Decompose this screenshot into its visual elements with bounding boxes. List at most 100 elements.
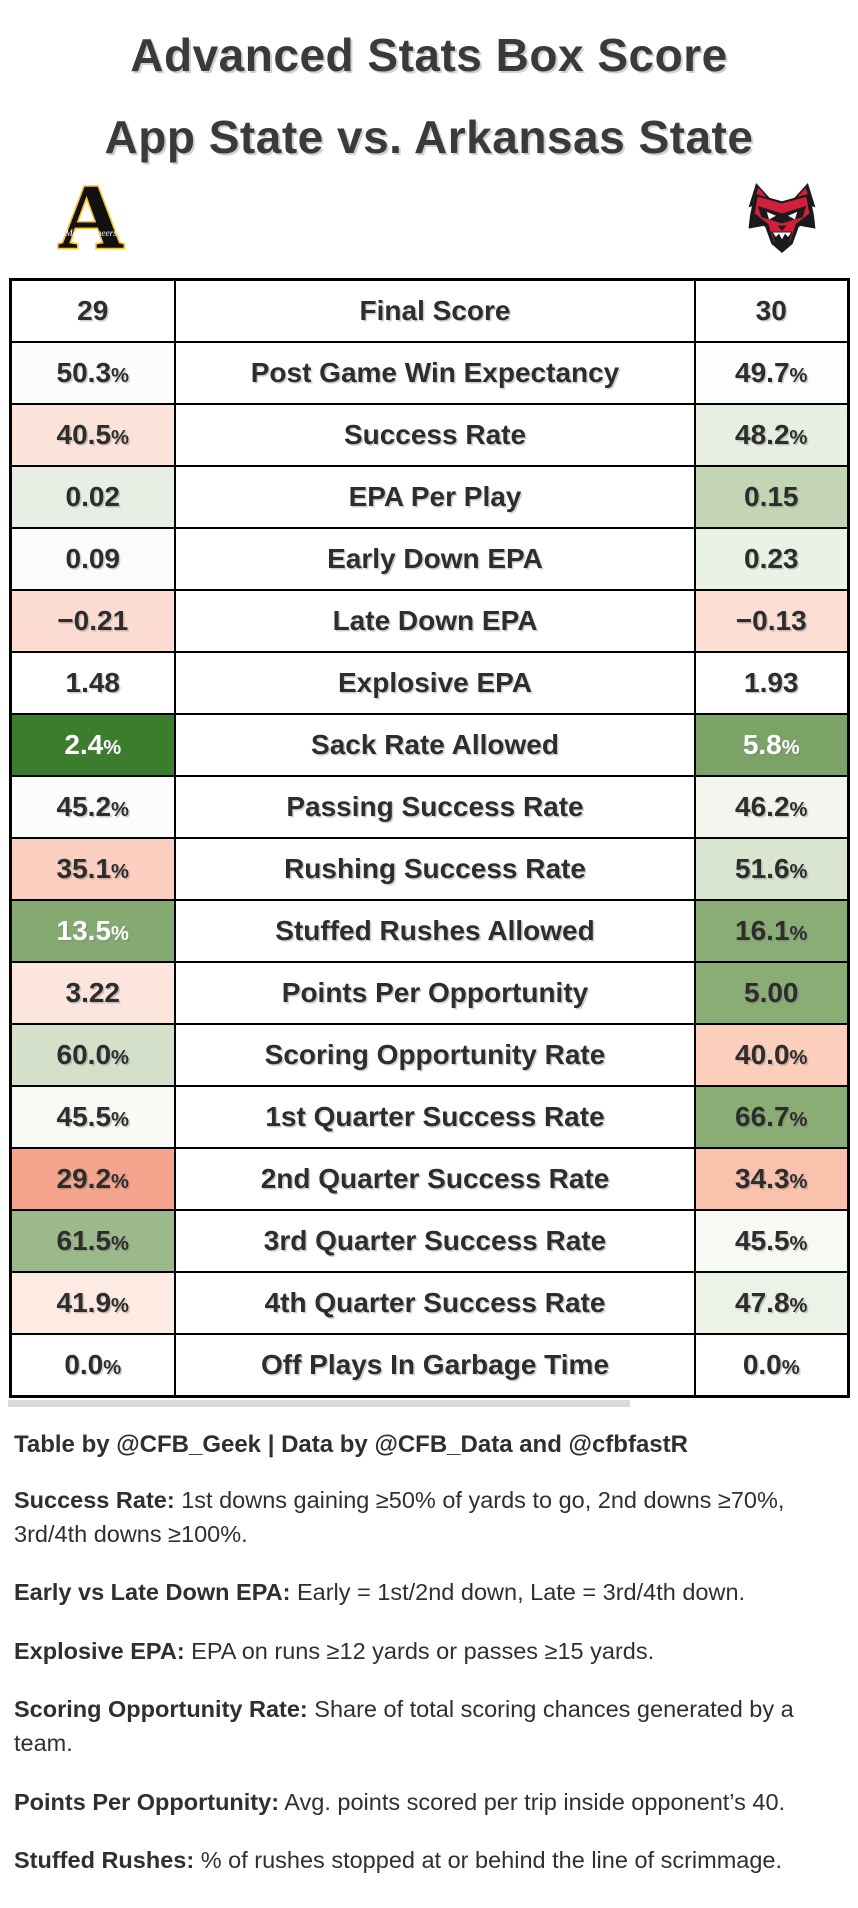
title-block: Advanced Stats Box Score App State vs. A… <box>0 0 858 160</box>
away-value: 0.15 <box>694 465 849 529</box>
team-logos-row: A Mountaineers <box>0 160 858 262</box>
away-value: 16.1% <box>694 899 849 963</box>
away-value: 47.8% <box>694 1271 849 1335</box>
page-title-line2: App State vs. Arkansas State <box>104 111 754 163</box>
footnote-scoring-opportunity: Scoring Opportunity Rate: Share of total… <box>14 1693 822 1760</box>
metric-label: Scoring Opportunity Rate <box>174 1023 696 1087</box>
arkansas-state-red-wolves-logo <box>748 183 816 253</box>
home-value: 29.2% <box>9 1147 176 1211</box>
metric-label: Sack Rate Allowed <box>174 713 696 777</box>
table-row: 0.02 EPA Per Play 0.15 <box>9 465 849 529</box>
table-row: 40.5% Success Rate 48.2% <box>9 403 849 467</box>
metric-label: Passing Success Rate <box>174 775 696 839</box>
home-value: 45.2% <box>9 775 176 839</box>
footnote-text: Avg. points scored per trip inside oppon… <box>279 1788 786 1815</box>
table-row: 3.22 Points Per Opportunity 5.00 <box>9 961 849 1025</box>
away-value: 66.7% <box>694 1085 849 1149</box>
home-value: 2.4% <box>9 713 176 777</box>
away-value: 1.93 <box>694 651 849 715</box>
footnote-text: 1st downs gaining ≥50% of yards to go, 2… <box>14 1487 785 1547</box>
away-value: 48.2% <box>694 403 849 467</box>
metric-label: Rushing Success Rate <box>174 837 696 901</box>
app-state-mountaineers-logo: A Mountaineers <box>56 174 126 262</box>
away-value: 51.6% <box>694 837 849 901</box>
table-row: 13.5% Stuffed Rushes Allowed 16.1% <box>9 899 849 963</box>
metric-label: Early Down EPA <box>174 527 696 591</box>
home-value: 35.1% <box>9 837 176 901</box>
table-row: 29 Final Score 30 <box>9 278 849 343</box>
metric-label: Final Score <box>174 278 696 343</box>
footnotes: Success Rate: 1st downs gaining ≥50% of … <box>14 1484 822 1908</box>
metric-label: Late Down EPA <box>174 589 696 653</box>
away-value: 0.23 <box>694 527 849 591</box>
table-row: 50.3% Post Game Win Expectancy 49.7% <box>9 341 849 405</box>
table-bottom-shadow <box>8 1400 630 1407</box>
footnote-term: Scoring Opportunity Rate: <box>14 1696 308 1723</box>
source-note: Table by @CFB_Geek | Data by @CFB_Data a… <box>14 1431 688 1458</box>
page-title-line1: Advanced Stats Box Score <box>130 29 728 81</box>
footnote-term: Explosive EPA: <box>14 1637 185 1664</box>
away-value: 30 <box>694 278 849 343</box>
metric-label: 1st Quarter Success Rate <box>174 1085 696 1149</box>
home-value: 3.22 <box>9 961 176 1025</box>
metric-label: 3rd Quarter Success Rate <box>174 1209 696 1273</box>
home-value: 13.5% <box>9 899 176 963</box>
metric-label: 2nd Quarter Success Rate <box>174 1147 696 1211</box>
home-value: 0.0% <box>9 1333 176 1398</box>
footnote-points-per-opportunity: Points Per Opportunity: Avg. points scor… <box>14 1786 822 1820</box>
home-value: 40.5% <box>9 403 176 467</box>
table-row: 60.0% Scoring Opportunity Rate 40.0% <box>9 1023 849 1087</box>
footnote-term: Points Per Opportunity: <box>14 1788 280 1815</box>
home-value: 1.48 <box>9 651 176 715</box>
table-row: 0.09 Early Down EPA 0.23 <box>9 527 849 591</box>
away-value: 34.3% <box>694 1147 849 1211</box>
footnote-term: Success Rate: <box>14 1487 175 1513</box>
metric-label: EPA Per Play <box>174 465 696 529</box>
table-row: 35.1% Rushing Success Rate 51.6% <box>9 837 849 901</box>
home-value: 41.9% <box>9 1271 176 1335</box>
table-row: 1.48 Explosive EPA 1.93 <box>9 651 849 715</box>
home-value: 29 <box>9 278 176 343</box>
home-value: 61.5% <box>9 1209 176 1273</box>
away-value: 0.0% <box>694 1333 849 1398</box>
advanced-stats-table: 29 Final Score 30 50.3% Post Game Win Ex… <box>8 278 850 1398</box>
footnote-term: Stuffed Rushes: <box>14 1847 195 1874</box>
footnote-success-rate: Success Rate: 1st downs gaining ≥50% of … <box>14 1484 822 1551</box>
table-row: −0.21 Late Down EPA −0.13 <box>9 589 849 653</box>
table-row: 29.2% 2nd Quarter Success Rate 34.3% <box>9 1147 849 1211</box>
away-value: 49.7% <box>694 341 849 405</box>
away-value: −0.13 <box>694 589 849 653</box>
table-row: 41.9% 4th Quarter Success Rate 47.8% <box>9 1271 849 1335</box>
metric-label: 4th Quarter Success Rate <box>174 1271 696 1335</box>
svg-text:Mountaineers: Mountaineers <box>64 229 117 239</box>
footnote-explosive-epa: Explosive EPA: EPA on runs ≥12 yards or … <box>14 1635 822 1669</box>
away-value: 5.00 <box>694 961 849 1025</box>
table-row: 45.2% Passing Success Rate 46.2% <box>9 775 849 839</box>
away-value: 45.5% <box>694 1209 849 1273</box>
metric-label: Post Game Win Expectancy <box>174 341 696 405</box>
footnote-early-late-epa: Early vs Late Down EPA: Early = 1st/2nd … <box>14 1576 822 1610</box>
table-row: 45.5% 1st Quarter Success Rate 66.7% <box>9 1085 849 1149</box>
table-row: 0.0% Off Plays In Garbage Time 0.0% <box>9 1333 849 1398</box>
away-value: 46.2% <box>694 775 849 839</box>
home-value: 0.09 <box>9 527 176 591</box>
home-value: 60.0% <box>9 1023 176 1087</box>
table-row: 2.4% Sack Rate Allowed 5.8% <box>9 713 849 777</box>
metric-label: Success Rate <box>174 403 696 467</box>
away-value: 40.0% <box>694 1023 849 1087</box>
metric-label: Points Per Opportunity <box>174 961 696 1025</box>
away-value: 5.8% <box>694 713 849 777</box>
table-row: 61.5% 3rd Quarter Success Rate 45.5% <box>9 1209 849 1273</box>
footnote-term: Early vs Late Down EPA: <box>14 1579 291 1606</box>
home-value: 0.02 <box>9 465 176 529</box>
footnote-text: % of rushes stopped at or behind the lin… <box>194 1847 783 1874</box>
footnote-stuffed-rushes: Stuffed Rushes: % of rushes stopped at o… <box>14 1844 822 1878</box>
metric-label: Off Plays In Garbage Time <box>174 1333 696 1398</box>
home-value: −0.21 <box>9 589 176 653</box>
svg-text:A: A <box>58 174 124 262</box>
metric-label: Explosive EPA <box>174 651 696 715</box>
home-value: 50.3% <box>9 341 176 405</box>
home-value: 45.5% <box>9 1085 176 1149</box>
footnote-text: EPA on runs ≥12 yards or passes ≥15 yard… <box>184 1637 655 1664</box>
footnote-text: Share of total scoring chances generated… <box>14 1696 794 1756</box>
